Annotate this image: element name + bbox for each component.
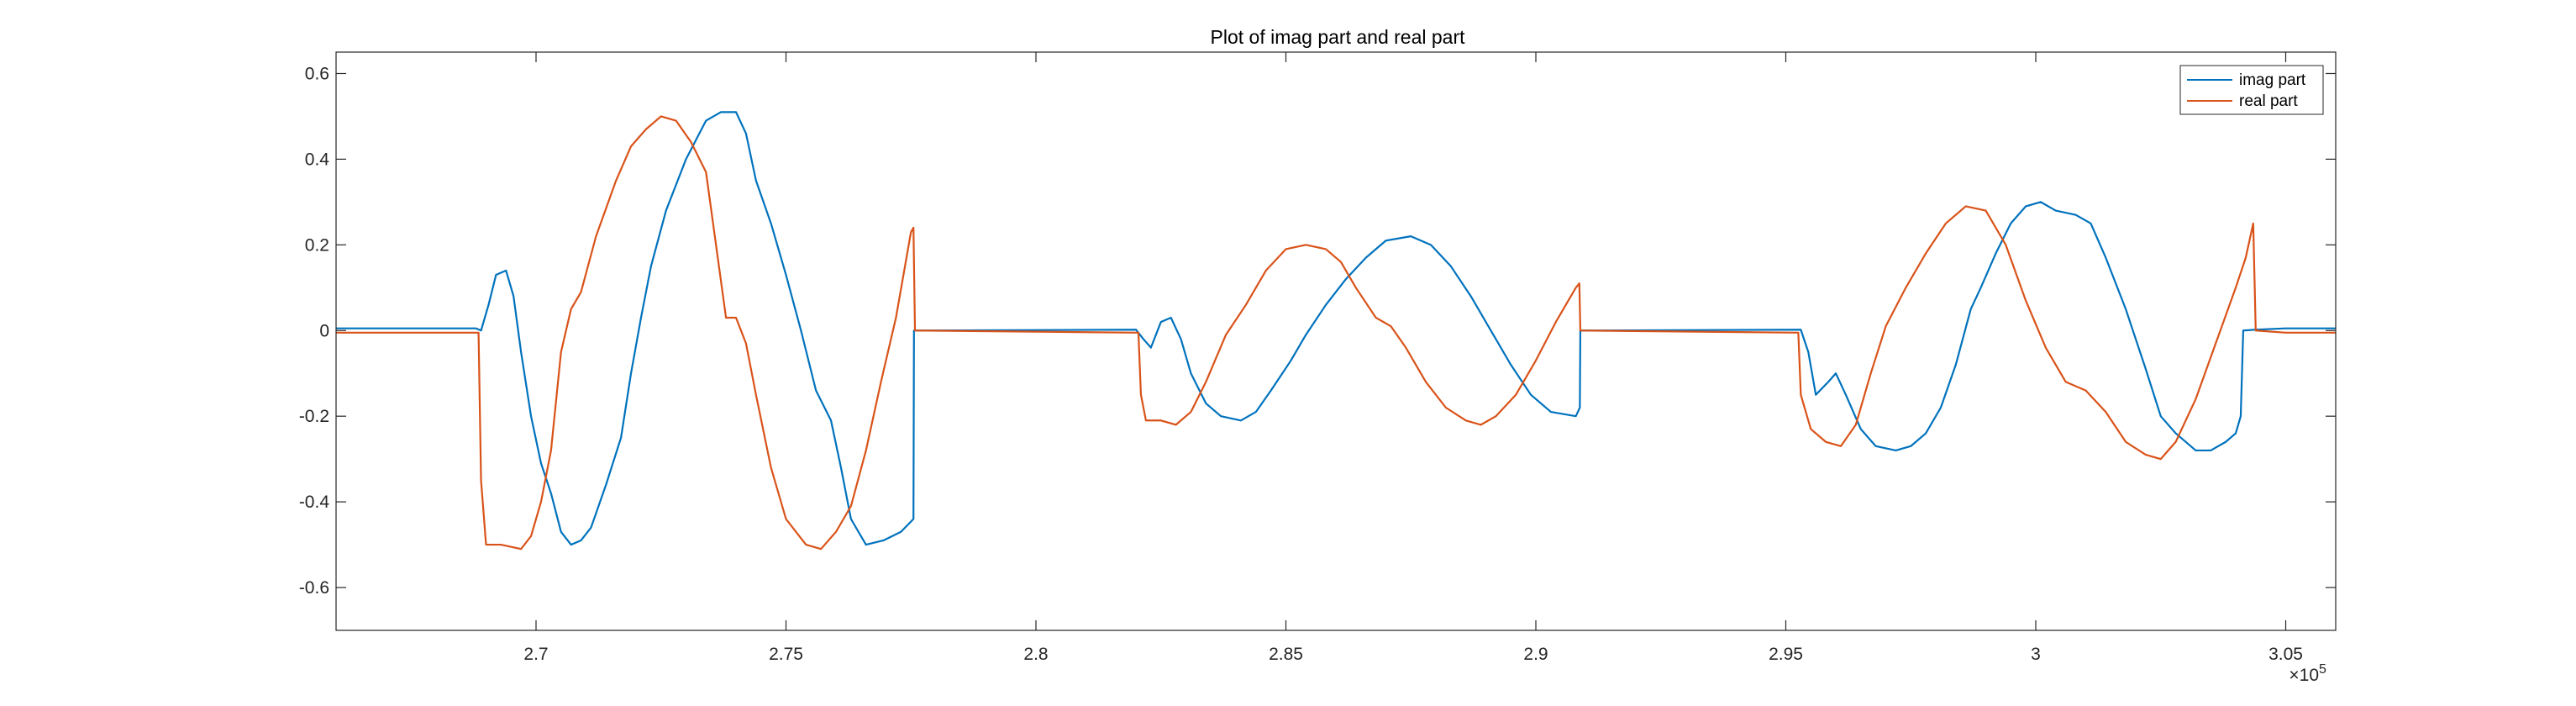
y-tick-label: -0.4 — [299, 493, 330, 512]
y-tick-label: 0 — [319, 321, 329, 340]
series-line-real-part — [336, 115, 2336, 551]
plot-area — [336, 52, 2336, 630]
x-exponent-label: ×10 5 — [2289, 662, 2326, 685]
y-tick-label: 0.2 — [305, 235, 329, 255]
series-line-imag-part — [336, 111, 2336, 546]
x-exponent-power: 5 — [2319, 662, 2326, 677]
x-tick-label: 3.05 — [2268, 645, 2303, 664]
x-tick-label: 2.7 — [523, 645, 548, 664]
legend: imag part real part — [2179, 65, 2324, 115]
axes-layer — [335, 51, 2337, 631]
x-tick-label: 3 — [2031, 645, 2041, 664]
ticks-layer: 2.7 2.75 2.8 2.85 2.9 2.95 3 3.05 -0.6 -0.4 -0.2 0 0… — [299, 52, 2336, 664]
chart-title: Plot of imag part and real part — [1211, 26, 1466, 48]
x-tick-label: 2.8 — [1023, 645, 1048, 664]
x-tick-label: 2.85 — [1269, 645, 1303, 664]
axes-frame — [335, 51, 2337, 631]
x-tick-label: 2.9 — [1523, 645, 1548, 664]
legend-label: real part — [2239, 92, 2298, 110]
legend-box — [2179, 65, 2324, 115]
y-tick-label: 0.4 — [305, 150, 330, 169]
x-tick-label: 2.95 — [1769, 645, 1803, 664]
y-tick-label: -0.6 — [299, 578, 329, 598]
legend-label: imag part — [2239, 71, 2306, 89]
x-exponent-base: ×10 — [2289, 666, 2319, 685]
x-tick-label: 2.75 — [769, 645, 803, 664]
y-tick-label: 0.6 — [305, 64, 329, 83]
series-layer — [336, 111, 2336, 551]
y-tick-label: -0.2 — [299, 407, 329, 426]
